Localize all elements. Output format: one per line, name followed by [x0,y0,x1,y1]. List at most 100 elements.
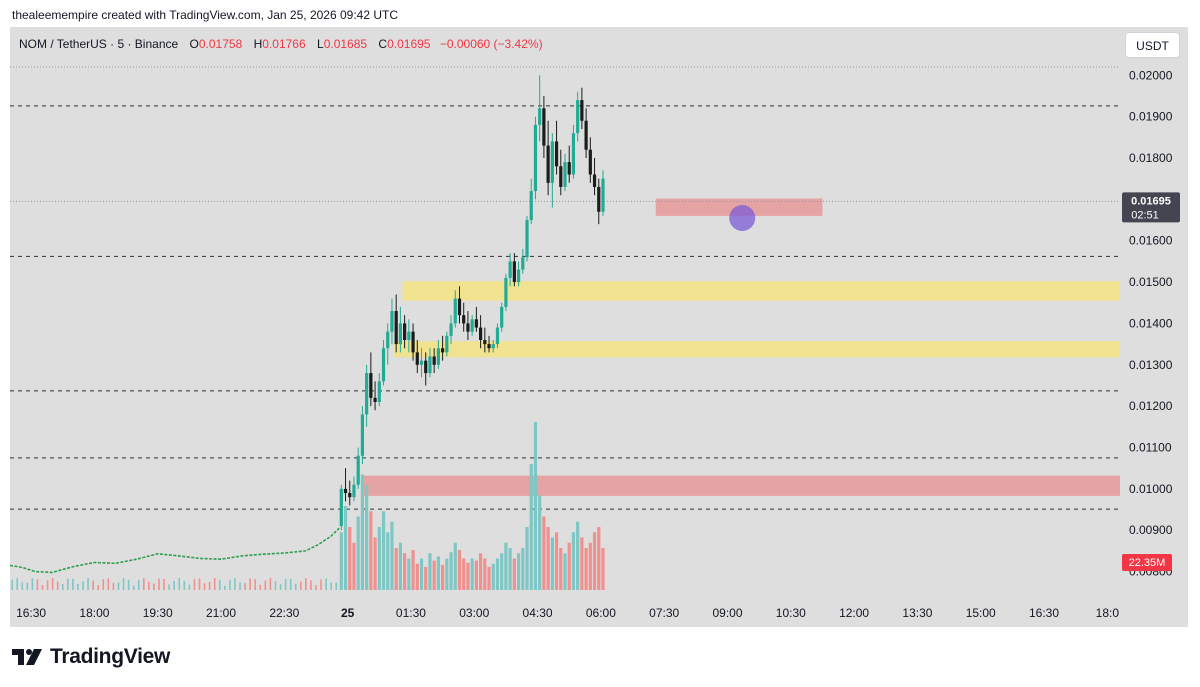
volume-bar [244,583,246,590]
candle-down [546,145,550,183]
time-tick-label: 04:30 [523,606,553,620]
candle-down [584,120,588,150]
volume-bar [26,582,29,590]
volume-bar [407,558,411,590]
volume-bar [521,548,525,590]
volume-bar [550,537,554,590]
candle-down [424,360,428,374]
time-tick-label: 06:00 [586,606,616,620]
volume-bar [213,578,216,590]
volume-bar [117,582,120,590]
volume-bar [466,562,470,590]
candle-up [601,178,605,212]
volume-bar [168,584,170,590]
pre-rally-line-layer [10,527,340,574]
candle-down [597,186,601,212]
volume-bar [72,578,74,590]
candle-up [529,191,533,221]
support-zone-upper[interactable] [402,281,1120,301]
volume-bar [348,527,352,590]
legend-change: −0.00060 (−3.42%) [439,37,543,51]
volume-bar [305,578,307,590]
volume-bar [107,578,110,590]
candle-up [381,348,386,382]
volume-bar [148,581,150,590]
volume-bar [269,578,272,590]
price-chart[interactable]: 0.02000 0.01900 0.01800 0.01600 0.01500 0.014… [10,27,1188,627]
candle-up [576,100,580,134]
volume-bar [310,580,312,590]
volume-bar [188,584,191,590]
volume-bar [394,548,398,590]
highlight-marker[interactable] [729,204,756,231]
candle-up [563,162,567,187]
candle-up [571,133,576,175]
time-tick-label: 01:30 [396,606,426,620]
volume-bar [445,558,449,590]
candle-up [365,373,369,415]
volume-bar [512,558,516,590]
legend-high-label: H [253,37,263,51]
chart-attribution: thealeemempire created with TradingView.… [12,8,398,22]
price-tick-label: 0.01100 [1129,441,1172,455]
volume-bar [571,532,576,590]
volume-bar [153,583,155,590]
countdown-label: 02:51 [1131,209,1159,221]
candle-up [495,327,500,345]
candle-down [369,373,373,398]
candle-up [508,261,512,278]
candle-up [407,331,411,340]
volume-bar [352,542,356,590]
last-price-label: 0.01695 [1131,195,1171,207]
volume-bar [576,521,580,590]
candle-up [386,331,390,349]
volume-bar [601,548,605,590]
volume-bar [183,580,186,590]
volume-bar [546,527,550,590]
volume-bar [289,578,292,590]
candle-down [457,298,462,316]
volume-bar [137,580,140,590]
volume-bar [495,558,500,590]
volume-bar [132,585,135,590]
candle-down [542,108,546,146]
time-tick-label: 19:30 [143,606,173,620]
tradingview-logo[interactable]: TradingView [12,645,170,669]
candle-up [516,269,521,283]
legend-symbol[interactable]: NOM / TetherUS · 5 · Binance [19,37,179,51]
volume-bar [339,532,343,590]
candle-up [550,141,554,183]
currency-button[interactable]: USDT [1125,32,1180,58]
volume-bar [559,548,563,590]
volume-bar [356,516,360,590]
candle-up [428,356,432,374]
volume-bar [487,566,491,590]
horizontal-lines-layer [10,66,1120,510]
time-tick-label: 10:30 [776,606,806,620]
volume-bar [432,560,436,590]
support-zone-lower[interactable] [394,341,1120,358]
candle-down [466,323,470,332]
time-tick-label: 25 [341,606,355,620]
volume-bar [424,566,428,590]
symbol-legend[interactable]: NOM / TetherUS · 5 · Binance O0.01758 H0… [19,37,543,51]
tradingview-logo-text: TradingView [50,645,171,668]
candle-up [390,311,394,332]
volume-bar [381,511,386,590]
chart-frame[interactable]: 0.02000 0.01900 0.01800 0.01600 0.01500 0.014… [10,27,1188,627]
candle-up [491,344,495,349]
candle-down [432,356,436,365]
price-tick-label: 0.01000 [1129,482,1173,496]
volume-bar [299,581,302,590]
candle-down [512,261,516,283]
volume-bar [474,560,478,590]
volume-bar [31,578,34,590]
volume-bar [398,542,402,590]
time-tick-label: 18:00 [79,606,109,620]
volume-bar [193,579,196,590]
volume-bar [538,495,542,590]
volume-bar [61,583,64,590]
tradingview-logo-icon [12,649,42,665]
volume-bar [315,585,317,590]
support-zone-bottom[interactable] [362,475,1121,496]
